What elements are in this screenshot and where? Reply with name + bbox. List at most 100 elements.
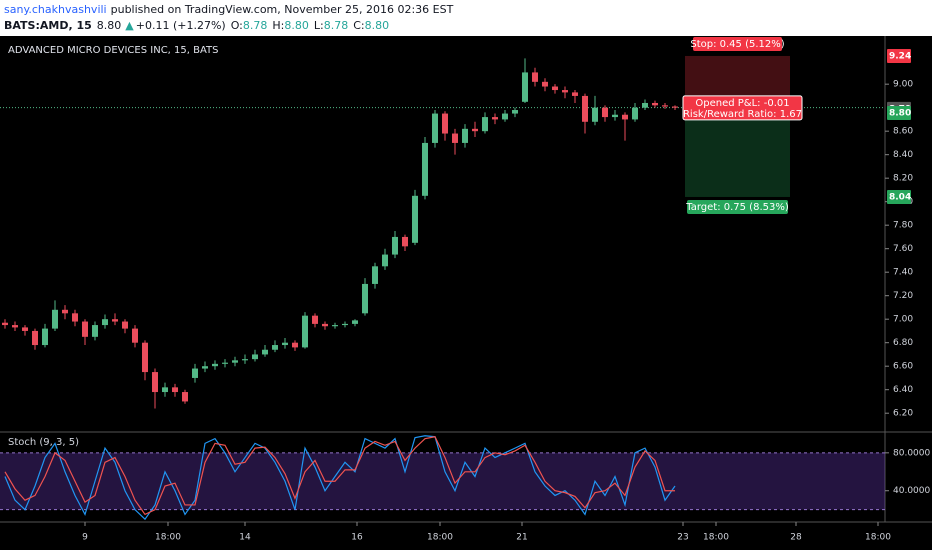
candle-body (62, 309, 68, 314)
field-value: 8.80 (284, 19, 309, 32)
target-label-bg (687, 199, 788, 214)
y-tick-label: 6.60 (893, 362, 913, 372)
candle-body (332, 325, 338, 327)
candle-body (312, 315, 318, 324)
candle-body (272, 345, 278, 350)
candle-body (382, 254, 388, 267)
candle-body (672, 106, 678, 108)
candle-body (452, 133, 458, 143)
candle-body (12, 325, 18, 328)
candle-body (432, 113, 438, 143)
quote-line: BATS:AMD, 15 8.80 ▲ +0.11 (+1.27%) O:8.78 H:8… (4, 19, 389, 32)
price-badge-label: 8.80 (889, 108, 911, 118)
candle-body (512, 110, 518, 114)
candle-body (482, 117, 488, 132)
candle-body (112, 319, 118, 322)
y-tick-label: 6.80 (893, 338, 913, 348)
chart-title: ADVANCED MICRO DEVICES INC, 15, BATS (8, 45, 219, 56)
field-label: C: (353, 19, 364, 32)
candle-body (172, 387, 178, 393)
candle-body (32, 330, 38, 346)
candle-body (412, 195, 418, 243)
candle-body (92, 325, 98, 337)
x-tick-label: 14 (239, 533, 251, 543)
target-zone (685, 108, 790, 197)
candle-body (492, 117, 498, 120)
price-badge-label: 8.04 (889, 192, 911, 202)
y-tick-label: 7.20 (893, 291, 913, 301)
price-badge (887, 105, 911, 120)
stoch-tick-label: 80.0000 (893, 448, 930, 458)
y-tick-label: 7.60 (893, 244, 913, 254)
candle-body (532, 72, 538, 82)
price-badge (887, 189, 911, 204)
y-tick-label: 8.60 (893, 127, 913, 137)
candle-body (252, 354, 258, 360)
candle-body (622, 114, 628, 120)
y-tick-label: 7.40 (893, 268, 913, 278)
candle-body (552, 86, 558, 91)
candle-body (352, 320, 358, 324)
candle-body (402, 236, 408, 247)
candle-body (82, 321, 88, 337)
price-badge-label: 9.24 (889, 51, 911, 61)
y-tick-label: 9.00 (893, 80, 913, 90)
candle-body (662, 105, 668, 107)
rr-label: Risk/Reward Ratio: 1.67 (683, 109, 802, 120)
last: 8.80 (97, 19, 122, 32)
candle-body (472, 128, 478, 132)
candle-body (602, 107, 608, 118)
field-value: 8.78 (324, 19, 349, 32)
candle-body (422, 142, 428, 196)
stoch-title: Stoch (9, 3, 5) (8, 437, 79, 448)
published: published on TradingView.com, November 2… (111, 3, 454, 16)
author[interactable]: sany.chakhvashvili (4, 3, 107, 16)
candle-body (582, 95, 588, 122)
candle-body (292, 342, 298, 348)
candle-body (2, 322, 8, 326)
candle-body (222, 362, 228, 364)
candle-body (182, 392, 188, 402)
header-bg (0, 0, 932, 36)
stop-label-bg (693, 36, 782, 51)
candle-body (442, 113, 448, 134)
candle-body (522, 72, 528, 102)
candle-body (42, 328, 48, 346)
stoch-line (4, 436, 675, 516)
candle-body (612, 114, 618, 118)
candle-body (72, 313, 78, 322)
x-tick-label: 23 (677, 533, 688, 543)
candle-body (362, 283, 368, 314)
candle-body (212, 363, 218, 367)
candle-body (462, 128, 468, 143)
publish-line: sany.chakhvashvili published on TradingVi… (4, 3, 454, 16)
x-tick-label: 18:00 (865, 533, 891, 543)
symbol: BATS:AMD, 15 (4, 19, 92, 32)
candle-body (542, 81, 548, 87)
change: +0.11 (+1.27%) (136, 19, 226, 32)
candle-body (592, 107, 598, 122)
candle-body (572, 92, 578, 96)
x-tick-label: 9 (82, 533, 88, 543)
candle-body (262, 349, 268, 355)
stoch-tick-label: 40.0000 (893, 486, 930, 496)
candle-body (22, 327, 28, 331)
candle-body (52, 309, 58, 329)
candle-body (232, 360, 238, 363)
candle-body (642, 102, 648, 108)
y-tick-label: 6.20 (893, 409, 913, 419)
candle-body (162, 387, 168, 393)
candle-body (562, 90, 568, 93)
candle-body (122, 321, 128, 329)
x-tick-label: 18:00 (155, 533, 181, 543)
candle-body (102, 319, 108, 326)
x-tick-label: 18:00 (703, 533, 729, 543)
target-label: Target: 0.75 (8.53%) (685, 202, 789, 213)
candle-body (342, 323, 348, 326)
field-label: H: (272, 19, 284, 32)
stop-label: Stop: 0.45 (5.12%) (690, 39, 784, 50)
pnl-label: Opened P&L: -0.01 (695, 98, 789, 109)
candle-body (282, 342, 288, 346)
y-tick-label: 6.40 (893, 385, 913, 395)
